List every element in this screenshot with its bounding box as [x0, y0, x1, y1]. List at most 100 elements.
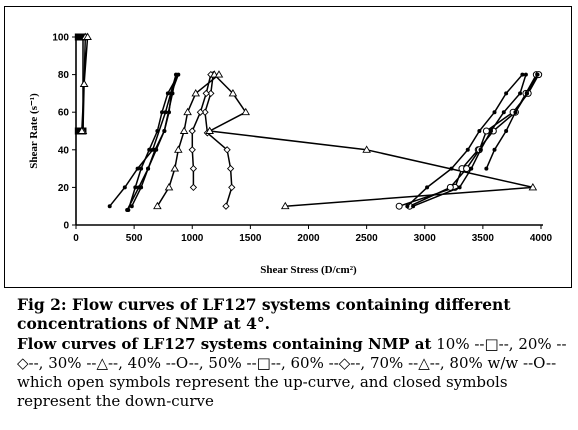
series-8-point — [489, 129, 494, 133]
series-5-point — [189, 164, 198, 173]
series-4-point — [176, 72, 181, 77]
series-4-point — [165, 91, 170, 96]
series-3-point — [129, 204, 134, 209]
series-5-point — [189, 183, 198, 192]
series-6-point — [214, 70, 224, 78]
x-tick-label: 500 — [126, 233, 143, 244]
series-6-point — [241, 107, 251, 116]
series-6-point — [191, 89, 201, 97]
series-8-point — [478, 147, 483, 152]
series-5-point — [223, 146, 231, 154]
series-1-point — [74, 127, 82, 135]
series-6-point — [153, 201, 162, 210]
series-7-point — [482, 127, 490, 135]
series-8-point — [457, 185, 462, 190]
y-tick-label: 80 — [58, 70, 70, 81]
x-tick-label: 0 — [73, 233, 79, 244]
caption-title: Fig 2: Flow curves of LF127 systems cont… — [17, 295, 511, 333]
series-4-point — [160, 110, 165, 115]
series-9-line — [485, 74, 539, 169]
flow-curve-chart: 0 500 1000 1500 2000 2500 3000 3500 4000 0 20 40 60 8… — [28, 32, 553, 277]
series-2-point — [77, 126, 87, 134]
series-9-point — [513, 110, 518, 115]
series-5-point — [188, 146, 196, 154]
series-7-line — [398, 73, 540, 207]
caption-body: Flow curves of LF127 systems containing … — [17, 335, 567, 411]
figure-panel: 0 500 1000 1500 2000 2500 3000 3500 4000 0 20 40 60 8… — [4, 6, 572, 288]
series-2-point — [79, 79, 89, 87]
series-9-point — [484, 166, 489, 171]
series-5-point — [226, 164, 235, 173]
x-tick-label: 3000 — [414, 233, 437, 244]
series-8-point — [477, 129, 482, 133]
series-4-point — [147, 147, 152, 152]
figure-caption: Fig 2: Flow curves of LF127 systems cont… — [17, 295, 567, 411]
x-tick-label: 2500 — [356, 233, 379, 244]
series-4-point — [136, 185, 141, 190]
series-9-point — [492, 147, 497, 152]
series-4-point — [139, 166, 144, 171]
y-tick-label: 40 — [58, 145, 70, 156]
series-5-point — [202, 89, 210, 98]
series-8-point — [518, 91, 523, 96]
series-3-point — [135, 166, 140, 171]
x-tick-label: 1000 — [181, 233, 204, 244]
series-6-point — [170, 164, 180, 172]
series-8-point — [492, 110, 497, 115]
series-6-line — [156, 73, 534, 207]
series-5-point — [228, 183, 236, 192]
x-tick-label: 3500 — [472, 233, 495, 244]
series-3-point — [163, 110, 168, 115]
series-7-point — [463, 165, 471, 173]
series-8-point — [501, 110, 506, 115]
x-axis-label: Shear Stress (D/cm²) — [260, 264, 357, 276]
series-6-point — [179, 126, 189, 134]
series-3-point — [122, 185, 127, 190]
series-6-point — [228, 89, 238, 97]
series-5-point — [188, 127, 196, 135]
series-6-point — [174, 145, 183, 153]
series-2-point — [83, 32, 92, 40]
series-6-point — [205, 126, 214, 134]
series-4-point — [133, 185, 138, 190]
y-axis-label: Shear Rate (s⁻¹) — [28, 93, 40, 169]
series-9-point — [504, 129, 509, 133]
series-5-point — [196, 108, 205, 116]
series-8-point — [449, 166, 454, 171]
series-8-line — [406, 73, 527, 207]
series-4-point — [169, 91, 174, 96]
series-8-point — [411, 204, 416, 209]
series-6-point — [280, 201, 290, 210]
series-4-point — [167, 110, 171, 115]
x-tick-label: 4000 — [530, 233, 553, 244]
series-8-point — [465, 147, 470, 152]
series-5-point — [207, 89, 215, 98]
caption-body-rest: 10% --□--, 20% --◇--, 30% --△--, 40% --O… — [17, 335, 567, 410]
series-8-point — [523, 72, 528, 77]
series-4-point — [155, 129, 160, 133]
series-4-point — [162, 129, 167, 133]
series-9-point — [525, 91, 530, 96]
y-tick-label: 60 — [58, 108, 70, 119]
y-tick-label: 0 — [63, 221, 69, 232]
series-3-point — [107, 204, 112, 209]
series-6-point — [183, 107, 192, 116]
series-4-point — [154, 147, 159, 152]
y-tick-label: 20 — [58, 183, 70, 194]
series-8-point — [504, 91, 509, 96]
caption-body-lead: Flow curves of LF127 systems containing … — [17, 335, 432, 353]
series-5-point — [201, 108, 209, 116]
y-tick-label: 100 — [52, 33, 69, 44]
series-6-point — [362, 145, 371, 153]
series-5-point — [222, 202, 230, 210]
x-tick-label: 2000 — [297, 233, 320, 244]
series-9-point — [535, 72, 540, 77]
x-tick-label: 1500 — [239, 233, 262, 244]
series-6-point — [528, 183, 538, 191]
series-7-point — [395, 202, 403, 210]
series-6-point — [164, 183, 174, 191]
series-4-point — [146, 166, 151, 171]
series-8-point — [425, 185, 430, 190]
series-8-point — [405, 204, 410, 209]
series-8-point — [520, 72, 525, 77]
